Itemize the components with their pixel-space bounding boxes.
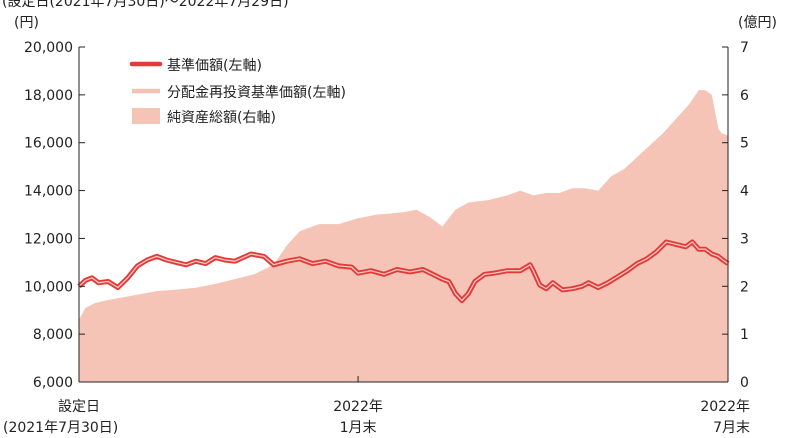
right-tick-label: 1 bbox=[740, 327, 749, 343]
axes: 20,00018,00016,00014,00012,00010,0008,00… bbox=[3, 40, 750, 436]
reinvested-line-stroke bbox=[78, 241, 729, 302]
right-tick-label: 7 bbox=[740, 40, 749, 56]
legend-label-net-assets: 純資産総額(右軸) bbox=[167, 110, 276, 126]
legend-item-nav: 基準価額(左軸) bbox=[129, 57, 262, 74]
legend-item-reinvested: 分配金再投資基準価額(左軸) bbox=[132, 84, 346, 101]
left-tick-label: 16,000 bbox=[24, 136, 73, 152]
x-tick-label-line1: 2022年 bbox=[333, 399, 383, 415]
right-tick-label: 3 bbox=[740, 231, 749, 247]
left-tick-label: 14,000 bbox=[24, 184, 73, 200]
left-tick-label: 20,000 bbox=[24, 40, 73, 56]
x-tick-label-line2: (2021年7月30日) bbox=[3, 420, 118, 436]
left-tick-label: 12,000 bbox=[24, 231, 73, 247]
net-assets-area bbox=[79, 90, 728, 382]
plot-area bbox=[77, 90, 730, 382]
legend-swatch-net-assets bbox=[132, 108, 160, 124]
right-axis-unit: (億円) bbox=[738, 15, 777, 31]
left-tick-label: 8,000 bbox=[33, 327, 73, 343]
chart-period-caption: (設定日(2021年7月30日)〜2022年7月29日) bbox=[2, 0, 289, 10]
left-tick-label: 18,000 bbox=[24, 88, 73, 104]
x-tick-label-line2: 1月末 bbox=[340, 420, 377, 436]
right-tick-label: 4 bbox=[740, 184, 749, 200]
right-tick-label: 5 bbox=[740, 136, 749, 152]
legend-label-reinvested: 分配金再投資基準価額(左軸) bbox=[167, 84, 346, 101]
left-axis-unit: (円) bbox=[14, 15, 39, 31]
right-tick-label: 2 bbox=[740, 279, 749, 295]
x-tick-label-line2: 7月末 bbox=[713, 420, 750, 436]
x-tick-label-line1: 2022年 bbox=[700, 399, 750, 415]
right-tick-label: 0 bbox=[740, 375, 749, 391]
legend-item-net-assets: 純資産総額(右軸) bbox=[132, 108, 276, 126]
right-tick-label: 6 bbox=[740, 88, 749, 104]
x-tick-label-line1: 設定日 bbox=[58, 399, 100, 415]
legend: 基準価額(左軸) 分配金再投資基準価額(左軸) 純資産総額(右軸) bbox=[129, 57, 346, 126]
left-tick-label: 10,000 bbox=[24, 279, 73, 295]
left-tick-label: 6,000 bbox=[33, 375, 73, 391]
legend-label-nav: 基準価額(左軸) bbox=[167, 57, 262, 74]
nav-line bbox=[77, 239, 730, 304]
